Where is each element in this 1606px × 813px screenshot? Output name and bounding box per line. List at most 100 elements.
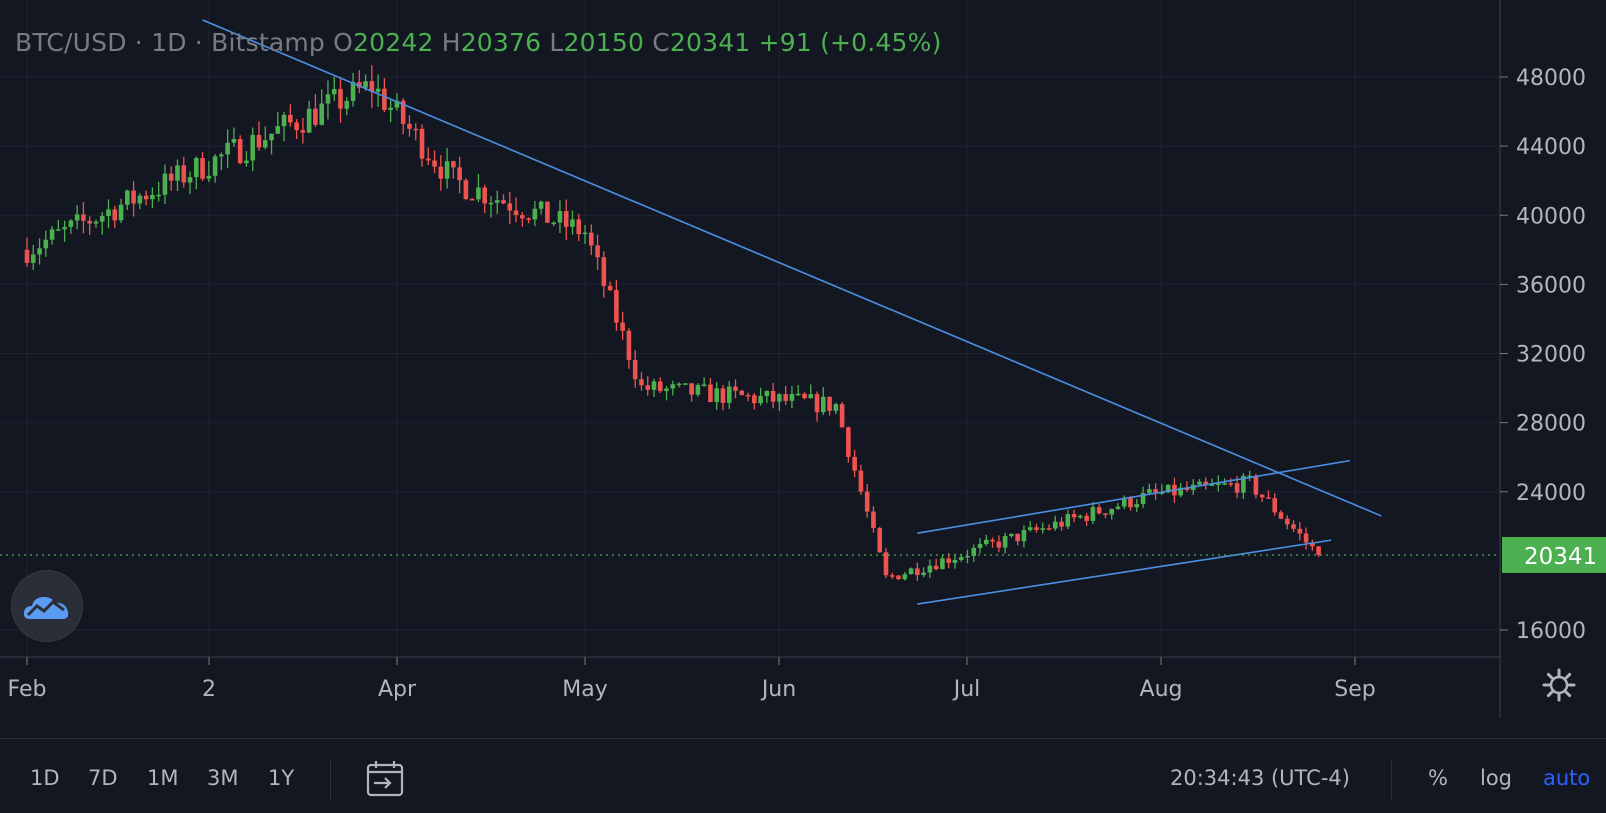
candle-body xyxy=(745,394,751,397)
candle-body xyxy=(388,107,393,110)
candle-body xyxy=(852,456,857,471)
candle-body xyxy=(877,528,883,553)
candle-body xyxy=(1253,475,1259,495)
trendline[interactable] xyxy=(917,459,1351,535)
trendlines[interactable] xyxy=(0,19,1500,605)
candle-body xyxy=(482,187,488,204)
candle-body xyxy=(933,565,939,570)
candle-body xyxy=(1284,518,1290,525)
candle-body xyxy=(363,81,368,88)
candle-body xyxy=(820,396,826,413)
candle-body xyxy=(494,200,500,203)
candle-body xyxy=(432,160,437,167)
gear-icon[interactable] xyxy=(1541,667,1577,703)
candle-body xyxy=(651,381,657,390)
candle-body xyxy=(1096,507,1102,514)
candle-body xyxy=(99,215,105,222)
candle-body xyxy=(1140,493,1146,505)
candle-body xyxy=(288,114,293,123)
candlestick-series xyxy=(24,65,1321,581)
candle-body xyxy=(607,285,613,291)
range-1d-button[interactable]: 1D xyxy=(30,766,60,790)
candle-body xyxy=(984,539,989,544)
candle-body xyxy=(670,384,676,389)
candle-body xyxy=(1002,536,1008,548)
candle-body xyxy=(250,134,256,161)
candle-body xyxy=(1147,489,1152,494)
candle-body xyxy=(62,226,67,230)
candle-body xyxy=(739,390,745,395)
candle-body xyxy=(150,194,155,200)
candle-body xyxy=(168,173,174,181)
trendline[interactable] xyxy=(917,539,1332,605)
candle-body xyxy=(212,156,218,176)
candle-body xyxy=(764,390,770,397)
candle-body xyxy=(206,175,212,179)
candle-body xyxy=(520,215,525,219)
ohlc-legend: BTC/USD · 1D · Bitstamp O20242 H20376 L2… xyxy=(15,28,942,57)
candle-body xyxy=(1278,512,1284,519)
auto-scale-button[interactable]: auto xyxy=(1543,766,1591,790)
candle-body xyxy=(889,575,895,577)
candle-body xyxy=(664,388,669,392)
candle-body xyxy=(1266,497,1271,499)
last-price-tag xyxy=(1502,536,1606,573)
percent-scale-button[interactable]: % xyxy=(1428,766,1448,790)
candle-body xyxy=(695,384,701,395)
price-tick-label: 28000 xyxy=(1516,412,1586,437)
candle-body xyxy=(200,158,205,179)
candle-body xyxy=(68,220,74,227)
price-tick-label: 24000 xyxy=(1516,481,1586,506)
candle-body xyxy=(557,211,563,223)
price-tick-label: 32000 xyxy=(1516,343,1586,368)
candle-body xyxy=(507,203,513,211)
candle-body xyxy=(990,539,995,542)
candle-body xyxy=(1021,530,1027,542)
candle-body xyxy=(1046,528,1052,530)
candle-body xyxy=(1134,504,1140,508)
candle-body xyxy=(444,161,450,179)
log-scale-button[interactable]: log xyxy=(1480,766,1513,790)
price-axis[interactable]: 48000 44000 40000 36000 32000 28000 24000 16000… xyxy=(1499,0,1606,718)
candle-body xyxy=(908,568,914,575)
candle-body xyxy=(657,381,663,392)
candle-body xyxy=(37,248,42,255)
candle-body xyxy=(952,559,958,563)
clock-label: 20:34:43 (UTC-4) xyxy=(1170,766,1350,790)
candle-body xyxy=(74,214,80,221)
candle-body xyxy=(476,187,481,200)
candle-body xyxy=(1222,483,1227,485)
calendar-range-icon[interactable] xyxy=(366,760,406,798)
price-tick-label: 36000 xyxy=(1516,273,1586,298)
tradingview-logo[interactable] xyxy=(12,571,82,641)
candle-body xyxy=(1228,483,1234,485)
candle-body xyxy=(1291,524,1296,529)
candle-body xyxy=(193,158,199,178)
candle-body xyxy=(469,198,475,201)
range-7d-button[interactable]: 7D xyxy=(88,766,118,790)
range-1m-button[interactable]: 1M xyxy=(147,766,179,790)
candle-body xyxy=(814,394,820,413)
candle-body xyxy=(808,394,814,399)
toolbar-divider xyxy=(1391,760,1392,800)
price-tick-label: 40000 xyxy=(1516,204,1586,229)
chart-grid xyxy=(0,0,1500,657)
candle-body xyxy=(752,395,757,404)
toolbar-divider xyxy=(330,760,331,800)
open-value: 20242 xyxy=(353,28,434,57)
candle-body xyxy=(526,218,531,220)
trendline[interactable] xyxy=(202,19,1382,517)
candle-body xyxy=(394,100,400,108)
candle-body xyxy=(231,138,237,143)
candle-body xyxy=(1009,533,1014,537)
candle-body xyxy=(1065,514,1071,527)
candle-body xyxy=(300,130,306,133)
time-axis[interactable]: Feb 2 Apr May Jun Jul Aug Sep xyxy=(0,656,1500,702)
time-tick-label: Jul xyxy=(952,677,981,702)
close-value: 20341 xyxy=(669,28,751,57)
time-tick-label: Jun xyxy=(760,677,796,702)
range-3m-button[interactable]: 3M xyxy=(207,766,239,790)
range-1y-button[interactable]: 1Y xyxy=(268,766,295,790)
candle-body xyxy=(1052,521,1058,529)
